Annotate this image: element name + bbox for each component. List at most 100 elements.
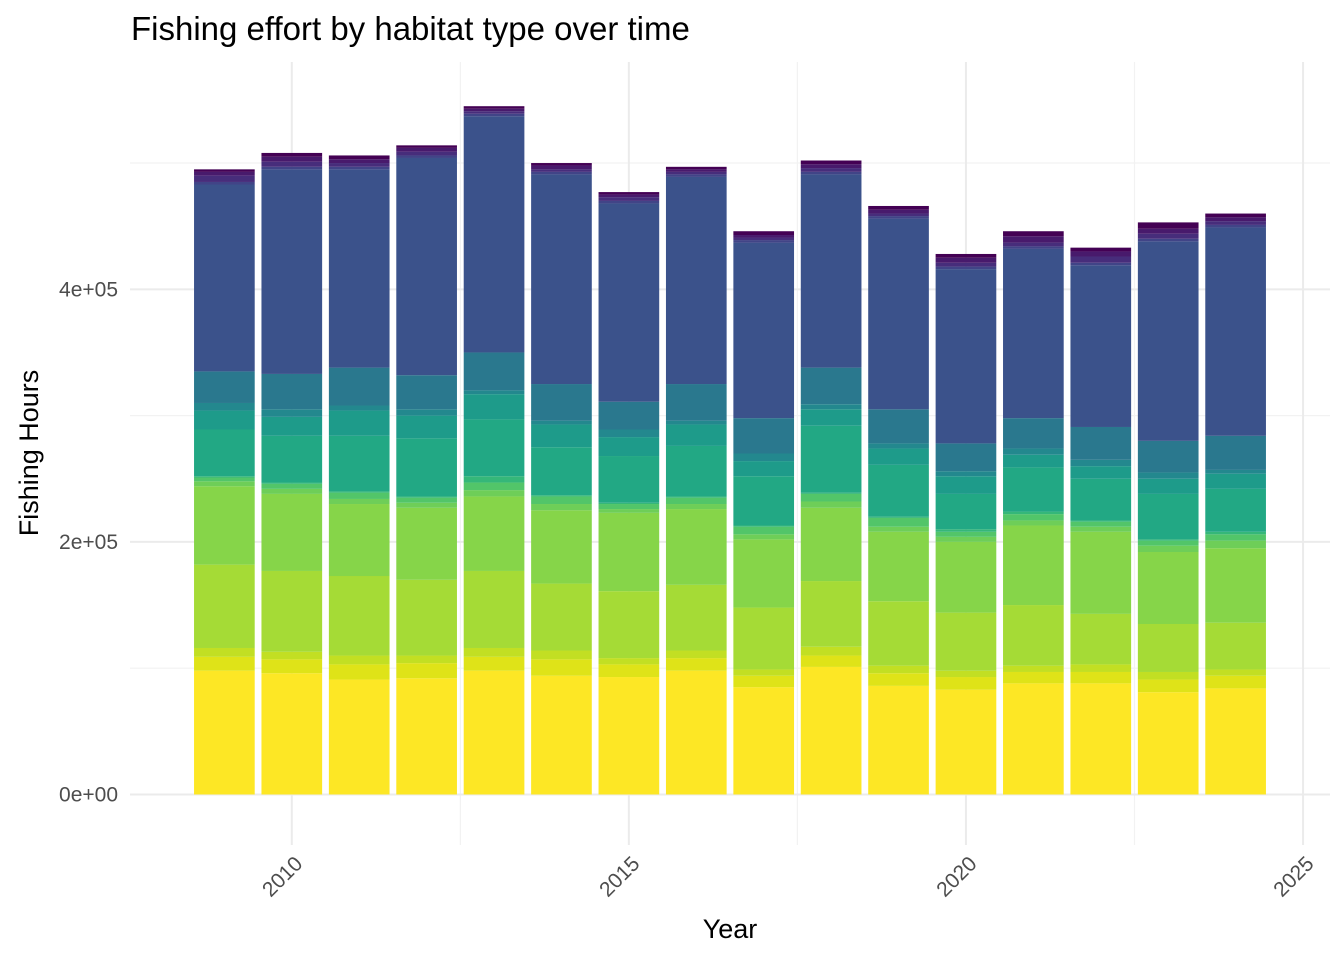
bar-segment xyxy=(194,181,255,185)
bar-segment xyxy=(261,483,323,489)
bar-segment xyxy=(665,384,727,421)
bar-segment xyxy=(665,166,727,170)
bar-segment xyxy=(328,504,390,577)
bar-segment xyxy=(1003,236,1064,243)
bar-segment xyxy=(598,502,660,505)
bar-segment xyxy=(396,375,457,410)
bar-segment xyxy=(665,658,727,671)
bar-segment xyxy=(463,496,525,571)
bar-segment xyxy=(868,517,929,527)
bar-segment xyxy=(1137,692,1199,795)
bar-segment xyxy=(531,510,592,584)
bar-segment xyxy=(261,161,323,167)
bar-segment xyxy=(328,491,390,493)
bar-segment xyxy=(1137,493,1199,540)
bar-segment xyxy=(598,437,660,457)
bar-segment xyxy=(1070,526,1132,532)
bar-segment xyxy=(800,666,862,795)
bar-segment xyxy=(800,367,862,405)
bar-segment xyxy=(733,418,795,454)
bar-segment xyxy=(261,416,323,436)
bar-segment xyxy=(665,169,727,172)
bar-segment xyxy=(328,655,390,665)
bar-segment xyxy=(733,461,795,477)
bar-segment xyxy=(935,269,997,444)
bar-segment xyxy=(935,262,997,267)
bar-segment xyxy=(328,163,390,167)
bar-segment xyxy=(733,687,795,795)
bar-segment xyxy=(531,583,592,651)
bar-segment xyxy=(935,493,997,530)
bar-segment xyxy=(328,435,390,492)
bar-segment xyxy=(1070,613,1132,665)
bar-segment xyxy=(396,409,457,416)
bar-segment xyxy=(396,151,457,156)
bar-segment xyxy=(935,677,997,690)
bar-segment xyxy=(396,145,457,148)
bar-segment xyxy=(1205,473,1266,489)
bar-segment xyxy=(1137,472,1199,479)
bar-segment xyxy=(1003,665,1064,672)
bar-segment xyxy=(531,163,592,166)
bar-segment xyxy=(1003,514,1064,521)
bar-segment xyxy=(531,496,592,505)
bar-segment xyxy=(665,420,727,425)
bar-segment xyxy=(800,164,862,169)
bar-segment xyxy=(396,147,457,152)
bar-segment xyxy=(531,495,592,497)
bar-segment xyxy=(194,656,255,671)
bar-segment xyxy=(1205,469,1266,474)
bar-segment xyxy=(598,512,660,592)
bar-segment xyxy=(935,443,997,472)
bar-segment xyxy=(531,171,592,175)
bar-segment xyxy=(665,504,727,510)
bar-segment xyxy=(598,194,660,198)
bar-segment xyxy=(1137,478,1199,494)
y-tick-label: 2e+05 xyxy=(59,531,118,554)
bar-segment xyxy=(1070,683,1132,795)
bar-segment xyxy=(1003,418,1064,449)
bar-segment xyxy=(1003,448,1064,455)
bar-segment xyxy=(1137,228,1199,234)
bar-segment xyxy=(1205,531,1266,535)
bar-segment xyxy=(1205,213,1266,218)
bar-segment xyxy=(733,235,795,238)
bar-segment xyxy=(328,679,390,795)
bar-segment xyxy=(261,482,323,484)
bar-segment xyxy=(463,116,525,353)
bar-segment xyxy=(935,253,997,258)
bar-segment xyxy=(935,689,997,795)
bar-segment xyxy=(1003,242,1064,247)
x-tick-label: 2015 xyxy=(595,852,644,901)
bar-segment xyxy=(598,504,660,510)
bar-segment xyxy=(665,497,727,505)
bar-segment xyxy=(800,409,862,426)
bar-segment xyxy=(733,242,795,419)
bar-segment xyxy=(1137,671,1199,680)
bar-segment xyxy=(598,509,660,513)
bar-segment xyxy=(463,113,525,117)
bar-segment xyxy=(1070,247,1132,252)
x-tick-label: 2020 xyxy=(932,852,981,901)
bar-segment xyxy=(194,486,255,565)
bar-segment xyxy=(1205,540,1266,549)
bar-segment xyxy=(194,402,255,411)
bar-segment xyxy=(868,218,929,410)
bar-segment xyxy=(463,419,525,477)
bar-segment xyxy=(463,570,525,648)
bar-segment xyxy=(733,607,795,670)
bar-segment xyxy=(1205,534,1266,541)
bar-segment xyxy=(598,456,660,503)
bar-segment xyxy=(531,659,592,676)
bar-segment xyxy=(665,424,727,446)
bar-segment xyxy=(935,257,997,263)
bar-segment xyxy=(1205,622,1266,670)
bar-segment xyxy=(733,525,795,527)
bar-segment xyxy=(463,656,525,671)
bar-segment xyxy=(463,482,525,491)
bar-segment xyxy=(598,192,660,195)
bar-segment xyxy=(868,464,929,517)
bar-segment xyxy=(868,209,929,214)
bar-segment xyxy=(868,443,929,449)
bar-segment xyxy=(531,174,592,385)
